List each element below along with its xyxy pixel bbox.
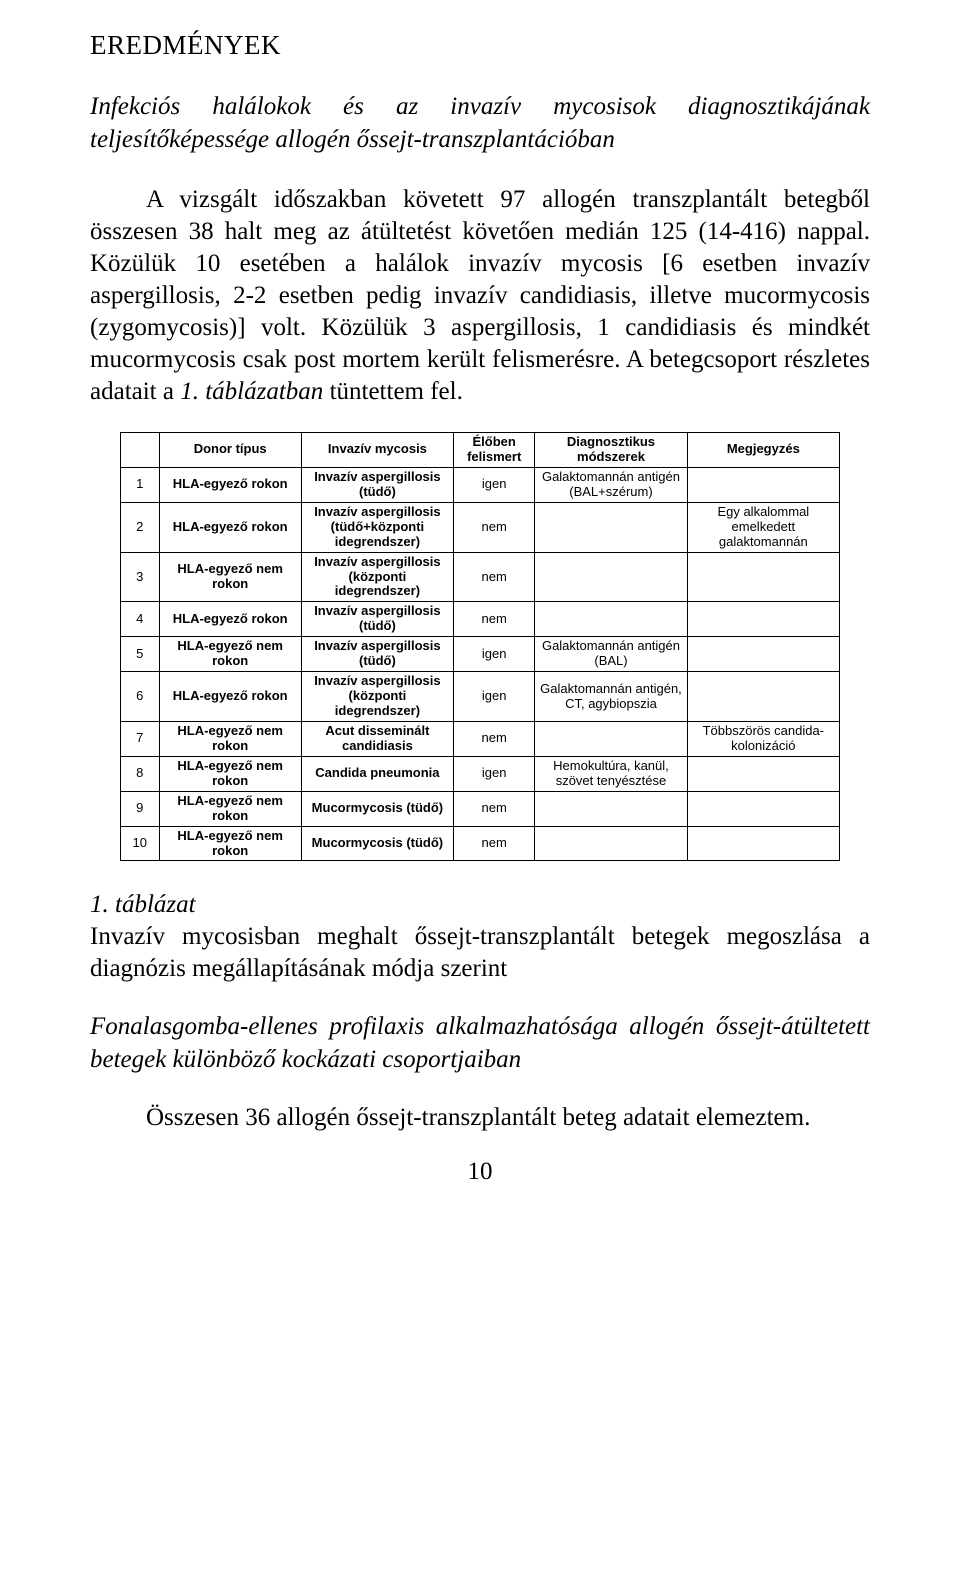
- table-row: 9HLA-egyező nem rokonMucormycosis (tüdő)…: [121, 791, 840, 826]
- table-cell: 3: [121, 552, 160, 602]
- table-cell: Hemokultúra, kanül, szövet tenyésztése: [535, 756, 687, 791]
- table-cell: 9: [121, 791, 160, 826]
- table-cell: 2: [121, 502, 160, 552]
- table-cell: [687, 552, 839, 602]
- table-row: 10HLA-egyező nem rokonMucormycosis (tüdő…: [121, 826, 840, 861]
- table-cell: Acut disseminált candidiasis: [301, 721, 453, 756]
- table-cell: [535, 826, 687, 861]
- paragraph-2: Összesen 36 allogén őssejt-transzplantál…: [90, 1102, 870, 1134]
- table-cell: Mucormycosis (tüdő): [301, 791, 453, 826]
- table-header-cell: Diagnosztikus módszerek: [535, 433, 687, 468]
- table-1-body: 1HLA-egyező rokonInvazív aspergillosis (…: [121, 467, 840, 861]
- table-cell: [535, 602, 687, 637]
- table-cell: nem: [454, 791, 535, 826]
- paragraph-1-text-a: A vizsgált időszakban követett 97 allogé…: [90, 186, 870, 405]
- table-cell: [687, 791, 839, 826]
- table-cell: HLA-egyező rokon: [159, 467, 301, 502]
- paragraph-2-text: Összesen 36 allogén őssejt-transzplantál…: [146, 1104, 810, 1131]
- table-cell: 7: [121, 721, 160, 756]
- table-cell: Galaktomannán antigén, CT, agybiopszia: [535, 672, 687, 722]
- table-cell: HLA-egyező rokon: [159, 502, 301, 552]
- table-cell: [687, 637, 839, 672]
- table-row: 2HLA-egyező rokonInvazív aspergillosis (…: [121, 502, 840, 552]
- table-cell: HLA-egyező nem rokon: [159, 721, 301, 756]
- table-cell: [687, 826, 839, 861]
- table-cell: Invazív aspergillosis (tüdő): [301, 467, 453, 502]
- table-cell: [535, 552, 687, 602]
- page-number: 10: [90, 1158, 870, 1186]
- table-header-cell: Élőben felismert: [454, 433, 535, 468]
- table-cell: HLA-egyező rokon: [159, 672, 301, 722]
- subsection-heading: Infekciós halálokok és az invazív mycosi…: [90, 91, 870, 156]
- table-row: 8HLA-egyező nem rokonCandida pneumoniaig…: [121, 756, 840, 791]
- table-cell: nem: [454, 602, 535, 637]
- table-cell: Invazív aspergillosis (tüdő): [301, 637, 453, 672]
- table-header-cell: [121, 433, 160, 468]
- table-cell: HLA-egyező nem rokon: [159, 756, 301, 791]
- table-cell: Candida pneumonia: [301, 756, 453, 791]
- table-cell: 10: [121, 826, 160, 861]
- table-row: 3HLA-egyező nem rokonInvazív aspergillos…: [121, 552, 840, 602]
- table-cell: nem: [454, 502, 535, 552]
- table-cell: HLA-egyező rokon: [159, 602, 301, 637]
- table-row: 6HLA-egyező rokonInvazív aspergillosis (…: [121, 672, 840, 722]
- table-cell: Invazív aspergillosis (központi idegrend…: [301, 552, 453, 602]
- table-cell: [687, 672, 839, 722]
- table-cell: 8: [121, 756, 160, 791]
- table-cell: Galaktomannán antigén (BAL): [535, 637, 687, 672]
- table-row: 1HLA-egyező rokonInvazív aspergillosis (…: [121, 467, 840, 502]
- subsection-heading-2: Fonalasgomba-ellenes profilaxis alkalmaz…: [90, 1011, 870, 1076]
- table-cell: 5: [121, 637, 160, 672]
- table-cell: [687, 756, 839, 791]
- paragraph-1: A vizsgált időszakban követett 97 allogé…: [90, 184, 870, 408]
- paragraph-1-table-ref: 1. táblázatban: [180, 378, 323, 405]
- table-cell: HLA-egyező nem rokon: [159, 791, 301, 826]
- table-cell: HLA-egyező nem rokon: [159, 552, 301, 602]
- table-cell: nem: [454, 552, 535, 602]
- paragraph-1-text-c: tüntettem fel.: [323, 378, 463, 405]
- page-content: EREDMÉNYEK Infekciós halálokok és az inv…: [0, 0, 960, 1226]
- table-cell: [535, 502, 687, 552]
- table-1-head: Donor típusInvazív mycosisÉlőben felisme…: [121, 433, 840, 468]
- table-cell: igen: [454, 756, 535, 791]
- table-cell: Többszörös candida-kolonizáció: [687, 721, 839, 756]
- table-row: 4HLA-egyező rokonInvazív aspergillosis (…: [121, 602, 840, 637]
- table-1-wrapper: Donor típusInvazív mycosisÉlőben felisme…: [90, 432, 870, 861]
- table-cell: [687, 602, 839, 637]
- table-header-cell: Megjegyzés: [687, 433, 839, 468]
- table-1-caption: 1. táblázat: [90, 891, 870, 919]
- table-cell: Mucormycosis (tüdő): [301, 826, 453, 861]
- table-cell: [687, 467, 839, 502]
- table-1: Donor típusInvazív mycosisÉlőben felisme…: [120, 432, 840, 861]
- table-cell: Galaktomannán antigén (BAL+szérum): [535, 467, 687, 502]
- table-cell: [535, 791, 687, 826]
- table-cell: Invazív aspergillosis (tüdő): [301, 602, 453, 637]
- table-cell: 6: [121, 672, 160, 722]
- table-cell: HLA-egyező nem rokon: [159, 826, 301, 861]
- table-cell: [535, 721, 687, 756]
- table-cell: igen: [454, 467, 535, 502]
- table-cell: Invazív aspergillosis (központi idegrend…: [301, 672, 453, 722]
- table-cell: nem: [454, 721, 535, 756]
- table-1-description: Invazív mycosisban meghalt őssejt-transz…: [90, 921, 870, 985]
- table-row: 5HLA-egyező nem rokonInvazív aspergillos…: [121, 637, 840, 672]
- table-header-cell: Invazív mycosis: [301, 433, 453, 468]
- table-cell: Invazív aspergillosis (tüdő+központi ide…: [301, 502, 453, 552]
- table-cell: HLA-egyező nem rokon: [159, 637, 301, 672]
- table-cell: igen: [454, 637, 535, 672]
- table-cell: 1: [121, 467, 160, 502]
- section-heading: EREDMÉNYEK: [90, 30, 870, 61]
- table-cell: nem: [454, 826, 535, 861]
- table-cell: Egy alkalommal emelkedett galaktomannán: [687, 502, 839, 552]
- table-header-cell: Donor típus: [159, 433, 301, 468]
- table-cell: igen: [454, 672, 535, 722]
- table-cell: 4: [121, 602, 160, 637]
- table-row: 7HLA-egyező nem rokonAcut disseminált ca…: [121, 721, 840, 756]
